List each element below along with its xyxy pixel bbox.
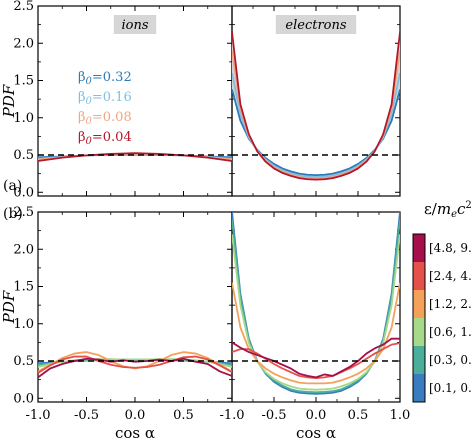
ytick-label-b-ions-1: 0.5 <box>13 354 34 369</box>
panel-plot-area-a-ions <box>38 152 232 162</box>
panel-b-ions <box>38 351 232 379</box>
legend-sub-3: 0 <box>86 136 93 147</box>
colorbar-title-sup: 2 <box>465 200 471 211</box>
ytick-label-b-ions-3: 1.5 <box>13 280 34 295</box>
ytick-label-a-ions-0: 0.0 <box>13 185 34 200</box>
series-line-a-electrons-3 <box>232 31 400 181</box>
ylabel-a-ions: PDF <box>0 84 18 118</box>
series-line-b-electrons-1 <box>232 219 400 394</box>
series-line-a-electrons-1 <box>232 72 400 178</box>
colorbar-swatch-5 <box>413 234 425 262</box>
colorbar-title-c: c <box>457 200 466 218</box>
legend-sub-1: 0 <box>86 96 93 107</box>
xtick-label-b-electrons-4: 1.0 <box>390 408 411 423</box>
legend-sub-2: 0 <box>86 116 93 127</box>
legend-val-2: =0.08 <box>92 110 132 125</box>
colorbar-label-4: [2.4, 4.8] <box>429 269 471 283</box>
legend-val-1: =0.16 <box>92 90 132 105</box>
series-line-a-electrons-2 <box>232 50 400 180</box>
ytick-label-a-ions-5: 2.5 <box>13 0 34 14</box>
xlabel-b-ions: cos α <box>115 424 155 442</box>
legend-val-3: =0.04 <box>92 130 132 145</box>
legend-beta-1: β <box>78 90 86 105</box>
xlabel-b-electrons: cos α <box>296 424 336 442</box>
ytick-label-a-ions-1: 0.5 <box>13 148 34 163</box>
axes-layer: 0.0 0.5 1.0 1.5 2.0 2.5 PDF 0.0 0.5 1.0 1.5 2.0 2.5 -… <box>0 0 410 442</box>
series-line-b-electrons-0 <box>232 212 400 395</box>
panel-a-tag: (a) <box>3 178 22 194</box>
xtick-label-b-electrons-1: -0.5 <box>261 408 286 423</box>
xtick-label-b-electrons-2: 0.0 <box>306 408 327 423</box>
xtick-label-b-ions-1: -0.5 <box>74 408 99 423</box>
panel-a-electrons <box>232 31 400 181</box>
legend-entry-1: β0=0.16 <box>78 90 132 107</box>
colorbar-title-m: m <box>437 200 451 218</box>
frame-b-ions <box>37 211 233 403</box>
panel-label-a-ions: ions <box>121 18 148 33</box>
series-line-b-ions-5 <box>38 357 232 379</box>
frame-a-ions <box>37 5 233 197</box>
panel-plot-area-a-electrons <box>232 31 400 181</box>
panel-label-box-a-electrons <box>275 15 357 34</box>
colorbar-frame <box>412 233 426 403</box>
series-line-b-electrons-3 <box>232 282 400 385</box>
series-line-b-electrons-5 <box>232 337 400 379</box>
colorbar-label-3: [1.2, 2.4] <box>429 297 471 311</box>
ytick-label-b-ions-2: 1.0 <box>13 317 34 332</box>
legend-beta-0: β <box>78 70 86 85</box>
spread-band <box>232 32 400 180</box>
frame-a-electrons <box>231 5 401 197</box>
colorbar-swatch-2 <box>413 318 425 346</box>
colorbar-title-sub: e <box>451 209 457 220</box>
xtick-label-b-ions-3: 0.5 <box>173 408 194 423</box>
colorbar-swatch-4 <box>413 262 425 290</box>
series-line-b-ions-4 <box>38 355 232 374</box>
colorbar-label-0: [0.1, 0.3] <box>429 381 471 395</box>
panel-b-electrons <box>232 212 400 395</box>
frame-b-electrons <box>231 211 401 403</box>
ytick-label-b-ions-0: 0.0 <box>13 391 34 406</box>
colorbar-label-2: [0.6, 1.2] <box>429 325 471 339</box>
xtick-label-b-ions-2: 0.0 <box>125 408 146 423</box>
legend-entry-3: β0=0.04 <box>78 130 132 147</box>
ytick-label-a-ions-4: 2.0 <box>13 36 34 51</box>
ytick-label-a-ions-3: 1.5 <box>13 74 34 89</box>
colorbar-swatch-3 <box>413 290 425 318</box>
legend-sub-0: 0 <box>86 76 93 87</box>
xtick-label-b-ions-0: -1.0 <box>25 408 50 423</box>
colorbar-swatch-0 <box>413 374 425 402</box>
series-line-b-electrons-2 <box>232 234 400 391</box>
colorbar-swatch-1 <box>413 346 425 374</box>
legend-entry-2: β0=0.08 <box>78 110 132 127</box>
panel-plot-area-b-ions <box>38 351 232 379</box>
panel-b-tag: (b) <box>3 206 23 222</box>
colorbar-title: ε/mec2 <box>424 200 471 220</box>
series-line-a-ions-3 <box>38 152 232 162</box>
xtick-label-b-electrons-3: 0.5 <box>348 408 369 423</box>
series-layer <box>38 31 400 395</box>
ytick-label-a-ions-2: 1.0 <box>13 111 34 126</box>
colorbar-label-5: [4.8, 9.6] <box>429 241 471 255</box>
panel-label-a-electrons: electrons <box>285 18 346 33</box>
colorbar-label-1: [0.3, 0.6] <box>429 353 471 367</box>
colorbar-title-eps: ε/ <box>424 200 438 218</box>
legend-beta-3: β <box>78 130 86 145</box>
panel-label-box-a-ions <box>113 15 157 34</box>
ylabel-b-ions: PDF <box>0 290 18 324</box>
xtick-label-b-electrons-0: -1.0 <box>219 408 244 423</box>
legend-val-0: =0.32 <box>92 70 132 85</box>
legend-entry-0: β0=0.32 <box>78 70 132 87</box>
ytick-label-b-ions-4: 2.0 <box>13 242 34 257</box>
series-line-a-electrons-0 <box>232 89 400 177</box>
legend-beta-2: β <box>78 110 86 125</box>
panel-a-ions <box>38 152 232 162</box>
ytick-label-b-ions-5: 2.5 <box>13 205 34 220</box>
annotation-layer: (a) (b) ε/mec2 ionsβ0=0.32β0=0.16β0=0.08… <box>3 15 471 403</box>
panel-plot-area-b-electrons <box>232 212 400 395</box>
